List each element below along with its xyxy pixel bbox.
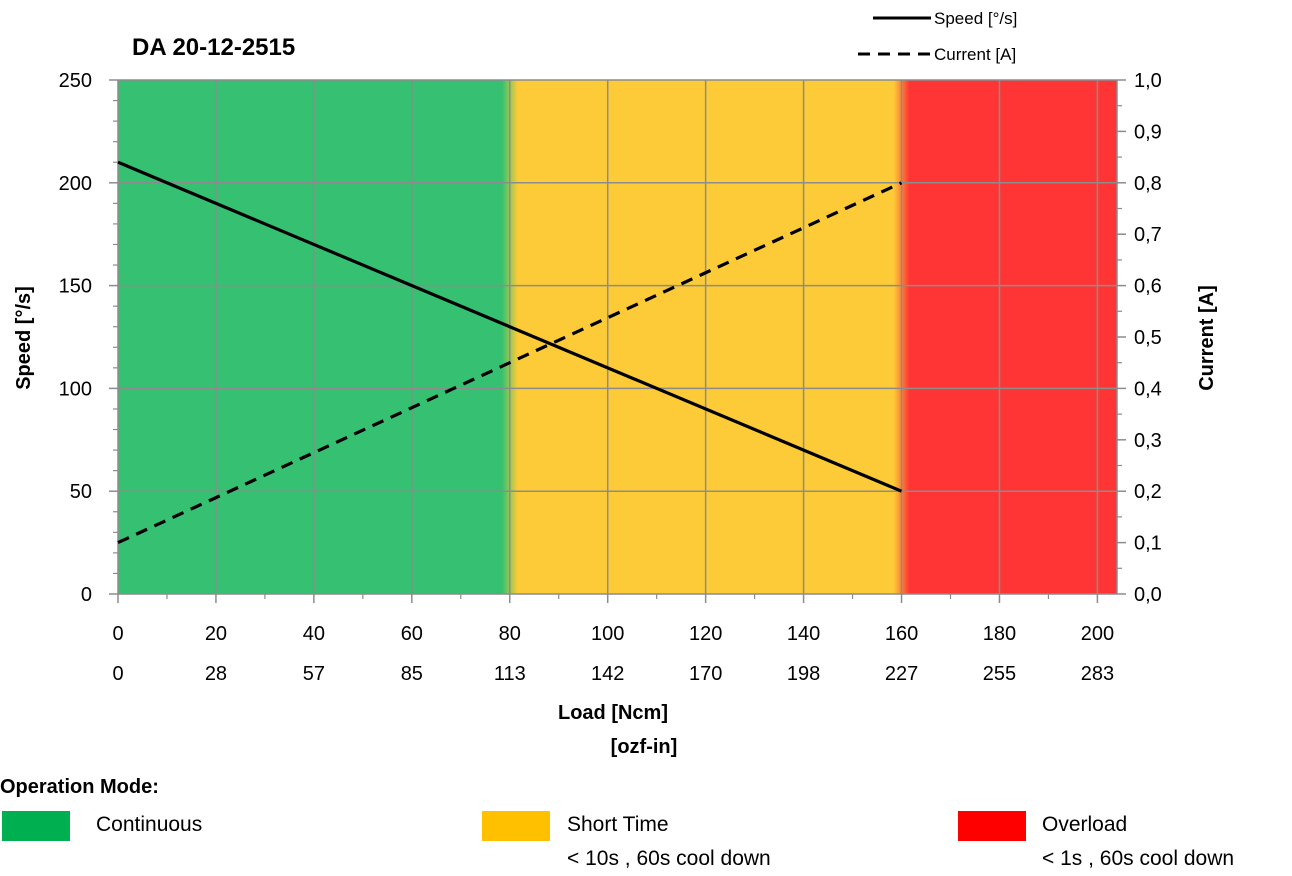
x-tick-label: 20 <box>205 623 227 645</box>
short-time-swatch <box>482 811 550 841</box>
x2-tick-label: 283 <box>1081 663 1114 685</box>
y2-tick-label: 0,9 <box>1134 121 1162 143</box>
current-series-line <box>117 181 903 545</box>
continuous-swatch <box>2 811 70 841</box>
x2-tick-label: 255 <box>983 663 1016 685</box>
x2-tick-label: 170 <box>689 663 722 685</box>
y2-tick-label: 0,1 <box>1134 533 1162 555</box>
x2-tick-label: 142 <box>591 663 624 685</box>
short-time-note: < 10s , 60s cool down <box>567 847 771 870</box>
x-tick-label: 100 <box>591 623 624 645</box>
overload-label: Overload <box>1042 813 1128 836</box>
y2-tick-label: 0,3 <box>1134 430 1162 452</box>
x2-tick-label: 28 <box>205 663 227 685</box>
continuous-label: Continuous <box>96 813 203 836</box>
x-tick-label: 160 <box>885 623 918 645</box>
operation-mode-title: Operation Mode: <box>0 776 159 798</box>
y-tick-label: 0 <box>81 584 92 606</box>
x2-axis-label: [ozf-in] <box>611 736 678 758</box>
y2-tick-label: 0,0 <box>1134 584 1162 606</box>
grid-lines <box>118 79 1117 594</box>
y-tick-label: 100 <box>59 378 92 400</box>
x2-tick-label: 57 <box>303 663 325 685</box>
plot-area-background <box>118 80 1117 594</box>
x-tick-label: 0 <box>112 623 123 645</box>
x2-tick-label: 227 <box>885 663 918 685</box>
y-tick-label: 250 <box>59 70 92 92</box>
y2-tick-label: 0,2 <box>1134 481 1162 503</box>
x-tick-label: 120 <box>689 623 722 645</box>
y2-axis-label: Current [A] <box>1196 285 1218 391</box>
y2-tick-label: 0,4 <box>1134 378 1162 400</box>
x-tick-label: 200 <box>1081 623 1114 645</box>
speed-series-line <box>117 160 903 493</box>
x-tick-label: 140 <box>787 623 820 645</box>
overload-note: < 1s , 60s cool down <box>1042 847 1235 870</box>
y-tick-label: 200 <box>59 173 92 195</box>
y2-tick-label: 0,6 <box>1134 276 1162 298</box>
y-tick-label: 50 <box>70 481 92 503</box>
x2-tick-label: 113 <box>494 663 526 685</box>
short-time-label: Short Time <box>567 813 669 836</box>
y-tick-label: 150 <box>59 276 92 298</box>
series <box>117 160 903 545</box>
legend-current-label: Current [A] <box>934 45 1016 64</box>
x-tick-label: 80 <box>499 623 521 645</box>
x2-tick-label: 0 <box>112 663 123 685</box>
x-tick-label: 60 <box>401 623 423 645</box>
x-axis-label: Load [Ncm] <box>558 702 668 724</box>
x-tick-label: 180 <box>983 623 1016 645</box>
legend-speed-label: Speed [°/s] <box>934 9 1017 28</box>
speed-current-chart: 0 20 40 60 80 100 120 140 160 180 200 0 28 57 85 113 142… <box>13 9 1218 758</box>
x2-tick-label: 198 <box>787 663 820 685</box>
chart-legend: Speed [°/s] Current [A] <box>858 9 1017 64</box>
y2-tick-label: 0,7 <box>1134 224 1162 246</box>
y2-tick-label: 1,0 <box>1134 70 1162 92</box>
y2-tick-label: 0,8 <box>1134 173 1162 195</box>
x-tick-label: 40 <box>303 623 325 645</box>
chart-title: DA 20-12-2515 <box>132 34 295 61</box>
tick-labels: 0 20 40 60 80 100 120 140 160 180 200 0 28 57 85 113 142… <box>59 70 1162 685</box>
x2-tick-label: 85 <box>401 663 423 685</box>
y2-tick-label: 0,5 <box>1134 327 1162 349</box>
axes <box>109 79 1126 603</box>
y-axis-label: Speed [°/s] <box>13 286 35 390</box>
overload-swatch <box>958 811 1026 841</box>
